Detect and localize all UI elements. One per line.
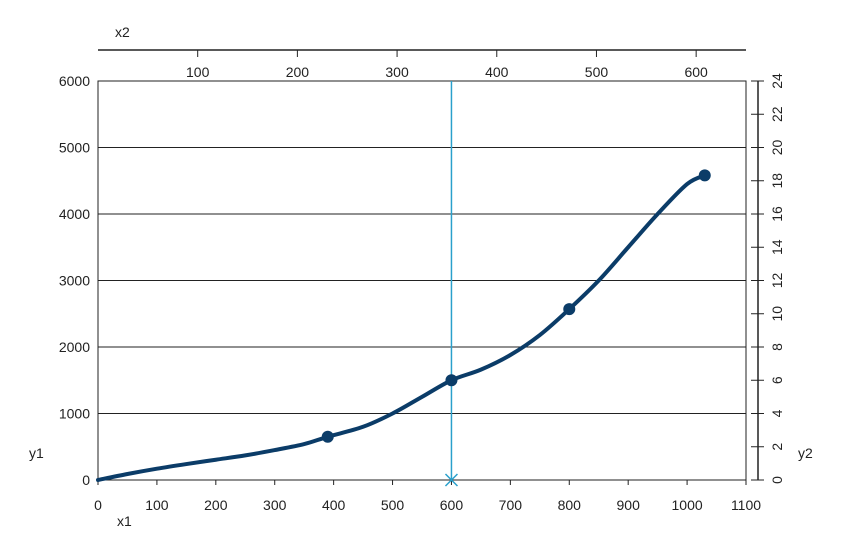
x-tick-label: 600	[440, 497, 464, 513]
y2-tick-label: 2	[769, 443, 785, 451]
y2-tick-label: 10	[769, 306, 785, 322]
y-tick-label: 2000	[59, 339, 90, 355]
x-tick-label: 700	[499, 497, 523, 513]
y2-tick-label: 24	[769, 73, 785, 89]
y-tick-label: 6000	[59, 73, 90, 89]
x2-tick-label: 600	[684, 64, 708, 80]
y2-tick-label: 18	[769, 173, 785, 189]
y-axis-ticks: 0 1000 2000 3000 4000 5000 6000	[59, 73, 90, 488]
x-axis-ticks: 0 100 200 300 400 500 600 700 800 900 1000 1100	[94, 480, 761, 513]
y-axis-label: y1	[29, 445, 44, 461]
x-tick-label: 1000	[672, 497, 703, 513]
x2-tick-label: 100	[186, 64, 210, 80]
y-tick-label: 4000	[59, 206, 90, 222]
y-tick-label: 0	[82, 472, 90, 488]
data-point	[321, 430, 334, 443]
y2-tick-label: 4	[769, 409, 785, 417]
series-markers	[321, 169, 711, 443]
x2-tick-label: 300	[385, 64, 409, 80]
plot-frame	[97, 80, 747, 481]
y2-tick-label: 6	[769, 376, 785, 384]
x2-axis-ticks: 100 200 300 400 500 600	[186, 50, 708, 80]
x2-axis-label: x2	[115, 24, 130, 40]
y-tick-label: 1000	[59, 406, 90, 422]
x-tick-label: 300	[263, 497, 287, 513]
x2-tick-label: 400	[485, 64, 509, 80]
x-axis-label: x1	[117, 513, 132, 529]
y2-tick-label: 8	[769, 343, 785, 351]
y2-tick-label: 12	[769, 273, 785, 289]
series-line	[96, 173, 707, 482]
x2-tick-label: 200	[286, 64, 310, 80]
data-point	[563, 303, 576, 316]
data-point	[698, 169, 711, 182]
y2-tick-label: 20	[769, 140, 785, 156]
y2-tick-label: 22	[769, 106, 785, 122]
x-tick-label: 0	[94, 497, 102, 513]
cross-stroke	[444, 473, 458, 487]
gridlines	[98, 80, 746, 481]
x2-tick-label: 500	[585, 64, 609, 80]
y2-tick-label: 14	[769, 239, 785, 255]
data-point	[445, 374, 458, 387]
x-tick-label: 400	[322, 497, 346, 513]
y2-axis-label: y2	[798, 445, 813, 461]
y-tick-label: 3000	[59, 273, 90, 289]
x-tick-label: 200	[204, 497, 228, 513]
y2-tick-label: 0	[769, 476, 785, 484]
x-tick-label: 900	[617, 497, 641, 513]
x-tick-label: 1100	[731, 497, 761, 513]
x-tick-label: 100	[145, 497, 169, 513]
x-tick-label: 800	[558, 497, 582, 513]
y-tick-label: 5000	[59, 140, 90, 156]
cross-marker	[444, 473, 458, 487]
x-tick-label: 500	[381, 497, 405, 513]
y2-tick-label: 16	[769, 206, 785, 222]
